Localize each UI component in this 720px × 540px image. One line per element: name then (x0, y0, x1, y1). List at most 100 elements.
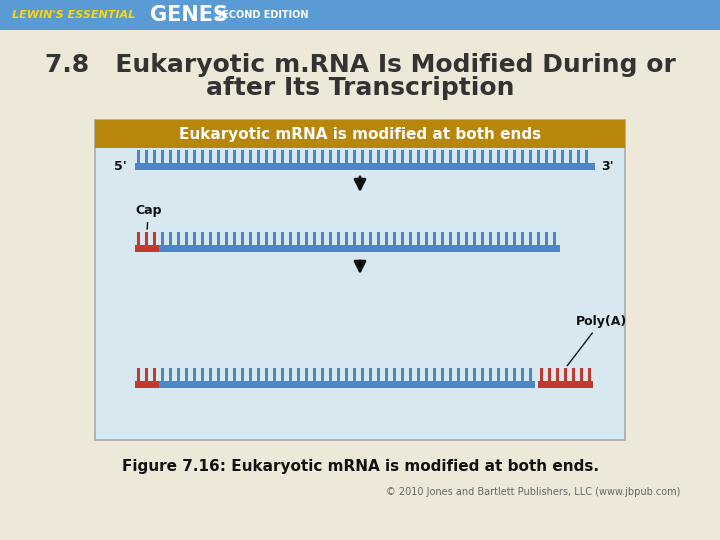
Bar (337, 368, 340, 381)
Bar (337, 232, 340, 245)
Bar (305, 232, 308, 245)
Bar (321, 368, 324, 381)
Bar (135, 245, 159, 252)
Bar (159, 245, 560, 252)
Text: 5': 5' (114, 160, 127, 173)
Text: 7.8   Eukaryotic m.RNA Is Modified During or: 7.8 Eukaryotic m.RNA Is Modified During … (45, 53, 675, 77)
Bar (137, 232, 140, 245)
Bar (209, 368, 212, 381)
Bar (201, 232, 204, 245)
Bar (145, 150, 148, 163)
Bar (369, 232, 372, 245)
Bar (201, 368, 204, 381)
Bar (169, 368, 172, 381)
Bar (369, 368, 372, 381)
Bar (529, 232, 532, 245)
Text: after Its Transcription: after Its Transcription (206, 76, 514, 100)
Bar (540, 368, 543, 381)
Bar (393, 232, 396, 245)
Bar (433, 232, 436, 245)
Bar (441, 150, 444, 163)
Bar (135, 381, 159, 388)
Bar (457, 368, 460, 381)
Bar (572, 368, 575, 381)
Bar (289, 232, 292, 245)
Bar (95, 120, 625, 148)
Bar (505, 150, 508, 163)
Bar (513, 368, 516, 381)
Bar (145, 368, 148, 381)
Bar (329, 368, 332, 381)
Bar (0, 0, 720, 30)
Text: LEWIN'S ESSENTIAL: LEWIN'S ESSENTIAL (12, 10, 135, 20)
Bar (313, 150, 316, 163)
Bar (545, 232, 548, 245)
Bar (538, 381, 593, 388)
Bar (385, 150, 388, 163)
Bar (513, 150, 516, 163)
Bar (489, 368, 492, 381)
Bar (297, 368, 300, 381)
Bar (513, 232, 516, 245)
Bar (473, 232, 476, 245)
Bar (465, 368, 468, 381)
Text: 3': 3' (601, 160, 613, 173)
Text: Eukaryotic mRNA is modified at both ends: Eukaryotic mRNA is modified at both ends (179, 126, 541, 141)
Bar (249, 232, 252, 245)
Bar (193, 150, 196, 163)
Bar (417, 150, 420, 163)
Bar (169, 232, 172, 245)
Bar (159, 381, 535, 388)
Bar (473, 368, 476, 381)
Bar (345, 232, 348, 245)
Bar (313, 232, 316, 245)
Bar (417, 368, 420, 381)
Bar (409, 150, 412, 163)
Bar (465, 232, 468, 245)
Bar (505, 232, 508, 245)
Bar (169, 150, 172, 163)
Bar (425, 232, 428, 245)
Bar (361, 232, 364, 245)
Bar (297, 232, 300, 245)
Bar (361, 150, 364, 163)
Bar (153, 232, 156, 245)
Bar (457, 150, 460, 163)
Bar (481, 232, 484, 245)
Bar (305, 150, 308, 163)
Bar (521, 232, 524, 245)
Bar (489, 232, 492, 245)
Bar (481, 368, 484, 381)
Bar (233, 232, 236, 245)
Bar (281, 368, 284, 381)
Bar (177, 368, 180, 381)
Bar (257, 368, 260, 381)
Bar (161, 150, 164, 163)
Bar (257, 150, 260, 163)
Bar (201, 150, 204, 163)
Bar (353, 232, 356, 245)
Bar (441, 368, 444, 381)
Bar (177, 232, 180, 245)
Bar (185, 232, 188, 245)
Bar (564, 368, 567, 381)
Bar (401, 232, 404, 245)
Bar (257, 232, 260, 245)
Bar (433, 368, 436, 381)
Bar (281, 232, 284, 245)
Bar (161, 232, 164, 245)
Bar (289, 150, 292, 163)
Bar (337, 150, 340, 163)
Bar (548, 368, 551, 381)
Bar (273, 150, 276, 163)
Bar (489, 150, 492, 163)
Bar (537, 232, 540, 245)
Bar (377, 232, 380, 245)
Bar (329, 150, 332, 163)
Bar (545, 150, 548, 163)
Bar (321, 150, 324, 163)
Bar (553, 150, 556, 163)
Bar (193, 368, 196, 381)
Bar (521, 150, 524, 163)
Bar (137, 368, 140, 381)
